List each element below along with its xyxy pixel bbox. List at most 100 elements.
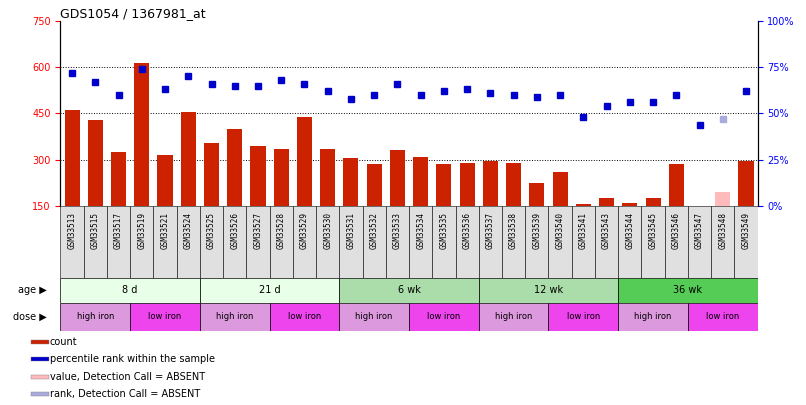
Bar: [339, 303, 409, 331]
Text: GSM33528: GSM33528: [276, 212, 285, 249]
Bar: [483, 161, 498, 252]
Bar: [111, 152, 126, 252]
Text: GSM33517: GSM33517: [114, 212, 123, 249]
Text: age ▶: age ▶: [18, 286, 47, 296]
Text: GSM33546: GSM33546: [672, 212, 681, 249]
Text: GSM33538: GSM33538: [509, 212, 518, 249]
Bar: [665, 206, 688, 278]
Bar: [618, 278, 758, 303]
Text: GSM33535: GSM33535: [439, 212, 448, 249]
Bar: [31, 357, 49, 361]
Bar: [390, 150, 405, 252]
Bar: [31, 340, 49, 344]
Bar: [548, 206, 571, 278]
Bar: [479, 278, 618, 303]
Bar: [269, 206, 293, 278]
Text: GSM33529: GSM33529: [300, 212, 309, 249]
Text: GSM33519: GSM33519: [137, 212, 146, 249]
Text: GSM33527: GSM33527: [254, 212, 263, 249]
Bar: [506, 163, 521, 252]
Text: GSM33532: GSM33532: [370, 212, 379, 249]
Text: GSM33539: GSM33539: [533, 212, 542, 249]
Text: dose ▶: dose ▶: [13, 312, 47, 322]
Text: GSM33515: GSM33515: [91, 212, 100, 249]
Bar: [64, 111, 80, 252]
Text: 6 wk: 6 wk: [397, 286, 421, 296]
Text: GSM33524: GSM33524: [184, 212, 193, 249]
Bar: [31, 375, 49, 379]
Text: GSM33536: GSM33536: [463, 212, 472, 249]
Text: high iron: high iron: [634, 312, 671, 322]
Bar: [227, 129, 243, 252]
Text: GSM33548: GSM33548: [718, 212, 727, 249]
Bar: [84, 206, 107, 278]
Bar: [669, 164, 683, 252]
Text: GSM33533: GSM33533: [393, 212, 402, 249]
Text: count: count: [50, 337, 77, 347]
Bar: [60, 278, 200, 303]
Bar: [200, 278, 339, 303]
Text: GSM33534: GSM33534: [416, 212, 425, 249]
Text: GSM33513: GSM33513: [68, 212, 77, 249]
Bar: [297, 117, 312, 252]
Bar: [455, 206, 479, 278]
Bar: [200, 303, 269, 331]
Bar: [339, 278, 479, 303]
Bar: [548, 303, 618, 331]
Bar: [60, 303, 130, 331]
Text: rank, Detection Call = ABSENT: rank, Detection Call = ABSENT: [50, 389, 200, 399]
Text: GSM33521: GSM33521: [160, 212, 169, 249]
Bar: [711, 206, 734, 278]
Bar: [177, 206, 200, 278]
Text: GSM33525: GSM33525: [207, 212, 216, 249]
Text: 21 d: 21 d: [259, 286, 280, 296]
Bar: [247, 206, 269, 278]
Bar: [181, 112, 196, 252]
Bar: [553, 172, 567, 252]
Bar: [343, 158, 359, 252]
Text: 12 wk: 12 wk: [534, 286, 563, 296]
Bar: [88, 119, 103, 252]
Bar: [367, 164, 382, 252]
Bar: [618, 303, 688, 331]
Bar: [646, 198, 661, 252]
Bar: [269, 303, 339, 331]
Text: GSM33540: GSM33540: [555, 212, 564, 249]
Bar: [618, 206, 642, 278]
Text: GSM33545: GSM33545: [649, 212, 658, 249]
Bar: [200, 206, 223, 278]
Bar: [386, 206, 409, 278]
Bar: [363, 206, 386, 278]
Bar: [274, 149, 289, 252]
Text: 36 wk: 36 wk: [674, 286, 702, 296]
Bar: [575, 205, 591, 252]
Bar: [715, 192, 730, 252]
Bar: [459, 163, 475, 252]
Text: 8 d: 8 d: [123, 286, 138, 296]
Bar: [738, 161, 754, 252]
Text: low iron: low iron: [288, 312, 321, 322]
Bar: [130, 303, 200, 331]
Text: GSM33531: GSM33531: [347, 212, 355, 249]
Bar: [316, 206, 339, 278]
Bar: [479, 303, 548, 331]
Bar: [688, 206, 711, 278]
Text: value, Detection Call = ABSENT: value, Detection Call = ABSENT: [50, 372, 205, 382]
Text: GSM33537: GSM33537: [486, 212, 495, 249]
Bar: [622, 203, 638, 252]
Bar: [153, 206, 177, 278]
Bar: [293, 206, 316, 278]
Bar: [409, 206, 432, 278]
Bar: [320, 149, 335, 252]
Bar: [251, 146, 265, 252]
Text: high iron: high iron: [216, 312, 253, 322]
Bar: [204, 143, 219, 252]
Bar: [413, 157, 428, 252]
Text: GSM33526: GSM33526: [231, 212, 239, 249]
Bar: [107, 206, 130, 278]
Bar: [409, 303, 479, 331]
Bar: [31, 392, 49, 396]
Text: low iron: low iron: [148, 312, 181, 322]
Bar: [157, 155, 172, 252]
Bar: [526, 206, 548, 278]
